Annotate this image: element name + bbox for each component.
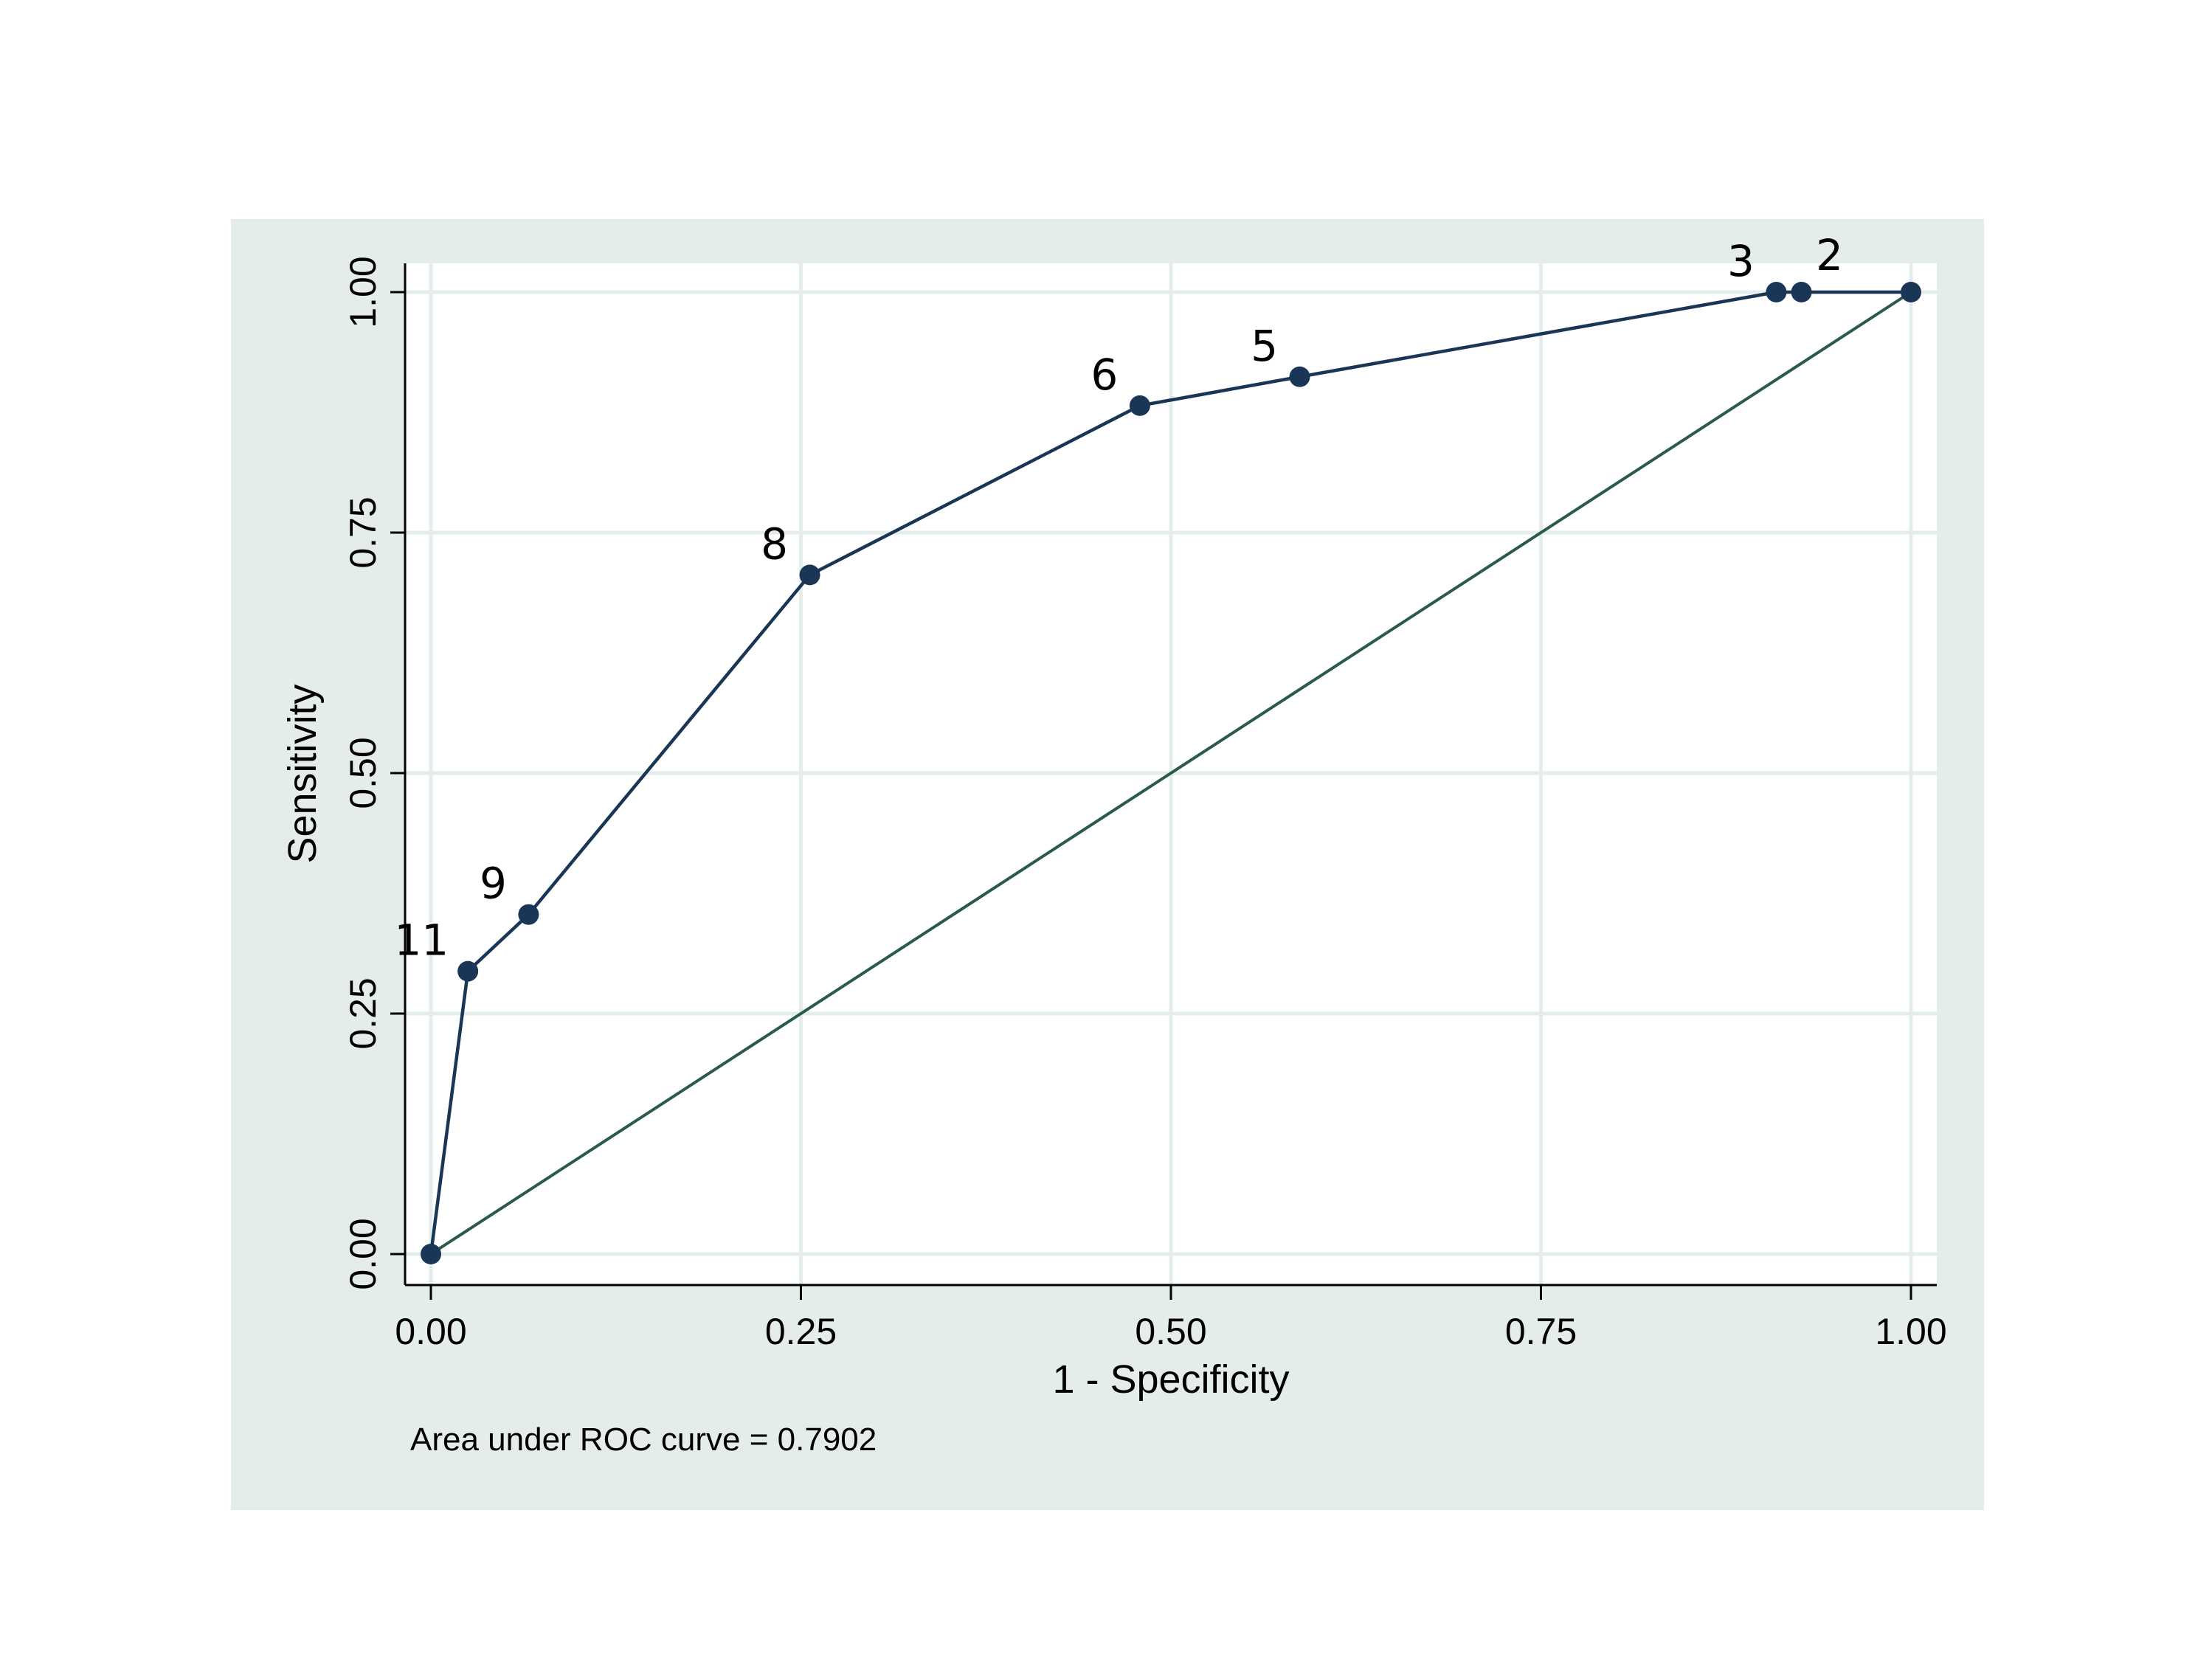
roc-point: [1766, 282, 1787, 302]
roc-point: [1791, 282, 1812, 302]
x-axis-title: 1 - Specificity: [1052, 1357, 1289, 1402]
point-label: 3: [1727, 236, 1755, 286]
point-label: 6: [1091, 350, 1118, 400]
y-axis-title: Sensitivity: [280, 684, 325, 863]
reference-line: [429, 291, 1912, 1256]
y-tick-label: 0.75: [342, 496, 384, 568]
auc-note: Area under ROC curve = 0.7902: [410, 1422, 877, 1458]
x-tick-label: 1.00: [1875, 1311, 1946, 1352]
roc-point: [1289, 366, 1310, 387]
point-label: 9: [480, 859, 507, 909]
y-tick-label: 0.00: [342, 1218, 384, 1289]
reference-line-group: [429, 291, 1912, 1256]
point-label: 5: [1251, 321, 1278, 371]
point-label: 11: [394, 915, 449, 966]
roc-curve-group: [421, 282, 1921, 1264]
roc-point: [1129, 395, 1150, 416]
y-tick-label: 0.50: [342, 737, 384, 809]
point-label: 8: [761, 519, 788, 569]
roc-point: [518, 904, 539, 925]
y-tick-label: 1.00: [342, 256, 384, 328]
roc-point: [421, 1244, 441, 1264]
roc-point: [1901, 282, 1921, 302]
point-label: 2: [1816, 230, 1843, 280]
x-tick-label: 0.25: [765, 1311, 837, 1352]
x-tick-label: 0.00: [395, 1311, 466, 1352]
x-tick-label: 0.75: [1505, 1311, 1577, 1352]
roc-point: [799, 564, 820, 586]
point-labels: 11 9 8 6 5 3 2: [394, 230, 1843, 966]
x-tick-label: 0.50: [1135, 1311, 1206, 1352]
y-tick-label: 0.25: [342, 977, 384, 1049]
axes: 0.00 0.25 0.50 0.75 1.00 0.00 0.25 0.50 0.75 1.00: [342, 256, 1947, 1352]
roc-point: [457, 960, 479, 982]
